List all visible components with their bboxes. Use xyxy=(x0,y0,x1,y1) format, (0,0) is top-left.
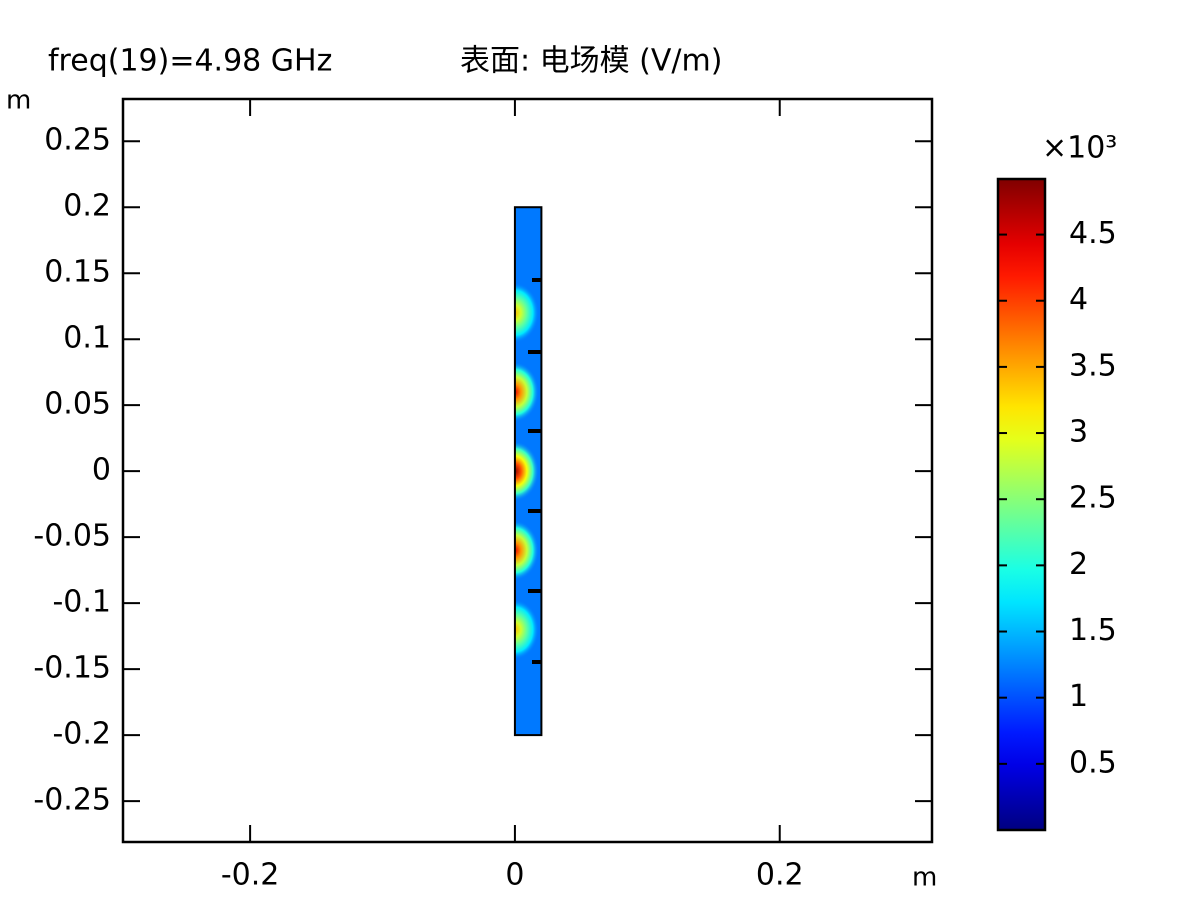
colorbar-tick-label: 1 xyxy=(1069,679,1088,714)
y-tick-label: 0.1 xyxy=(63,321,111,356)
y-tick-label: 0.2 xyxy=(63,189,111,224)
y-tick-label: 0.25 xyxy=(44,123,111,158)
x-tick-label: 0.2 xyxy=(756,858,804,893)
colorbar-tick-label: 4.5 xyxy=(1069,216,1117,251)
colorbar-tick-label: 4 xyxy=(1069,282,1088,317)
y-tick-label: -0.2 xyxy=(52,717,111,752)
hotspot xyxy=(514,520,539,581)
colorbar xyxy=(996,177,1047,832)
y-tick-label: -0.05 xyxy=(33,519,111,554)
y-tick-label: -0.15 xyxy=(33,651,111,686)
colorbar-tick-label: 1.5 xyxy=(1069,613,1117,648)
chart-title: freq(19)=4.98 GHz xyxy=(48,44,332,79)
colorbar-tick-label: 3.5 xyxy=(1069,348,1117,383)
y-tick-label: -0.25 xyxy=(33,783,111,818)
y-tick-label: 0.15 xyxy=(44,255,111,290)
port-markers xyxy=(528,278,541,664)
y-tick-label: 0 xyxy=(92,453,111,488)
x-tick-label: 0 xyxy=(505,858,524,893)
colorbar-tick-label: 0.5 xyxy=(1069,745,1117,780)
y-tick-label: -0.1 xyxy=(52,585,111,620)
chart-subtitle: 表面: 电场模 (V/m) xyxy=(460,44,722,79)
colorbar-multiplier: ×10³ xyxy=(1042,131,1117,166)
y-tick-label: 0.05 xyxy=(44,387,111,422)
strip-outline xyxy=(513,206,543,737)
hotspot xyxy=(514,441,539,502)
hotspot xyxy=(514,282,539,343)
hotspot xyxy=(514,361,539,422)
x-axis-unit: m xyxy=(912,863,937,893)
colorbar-tick-label: 2 xyxy=(1069,547,1088,582)
x-tick-label: -0.2 xyxy=(221,858,280,893)
colorbar-tick-label: 3 xyxy=(1069,415,1088,450)
hotspot xyxy=(514,599,539,660)
plot-area xyxy=(513,206,543,737)
hotspots xyxy=(514,282,539,660)
y-axis-unit: m xyxy=(6,86,31,116)
colorbar-tick-label: 2.5 xyxy=(1069,481,1117,516)
